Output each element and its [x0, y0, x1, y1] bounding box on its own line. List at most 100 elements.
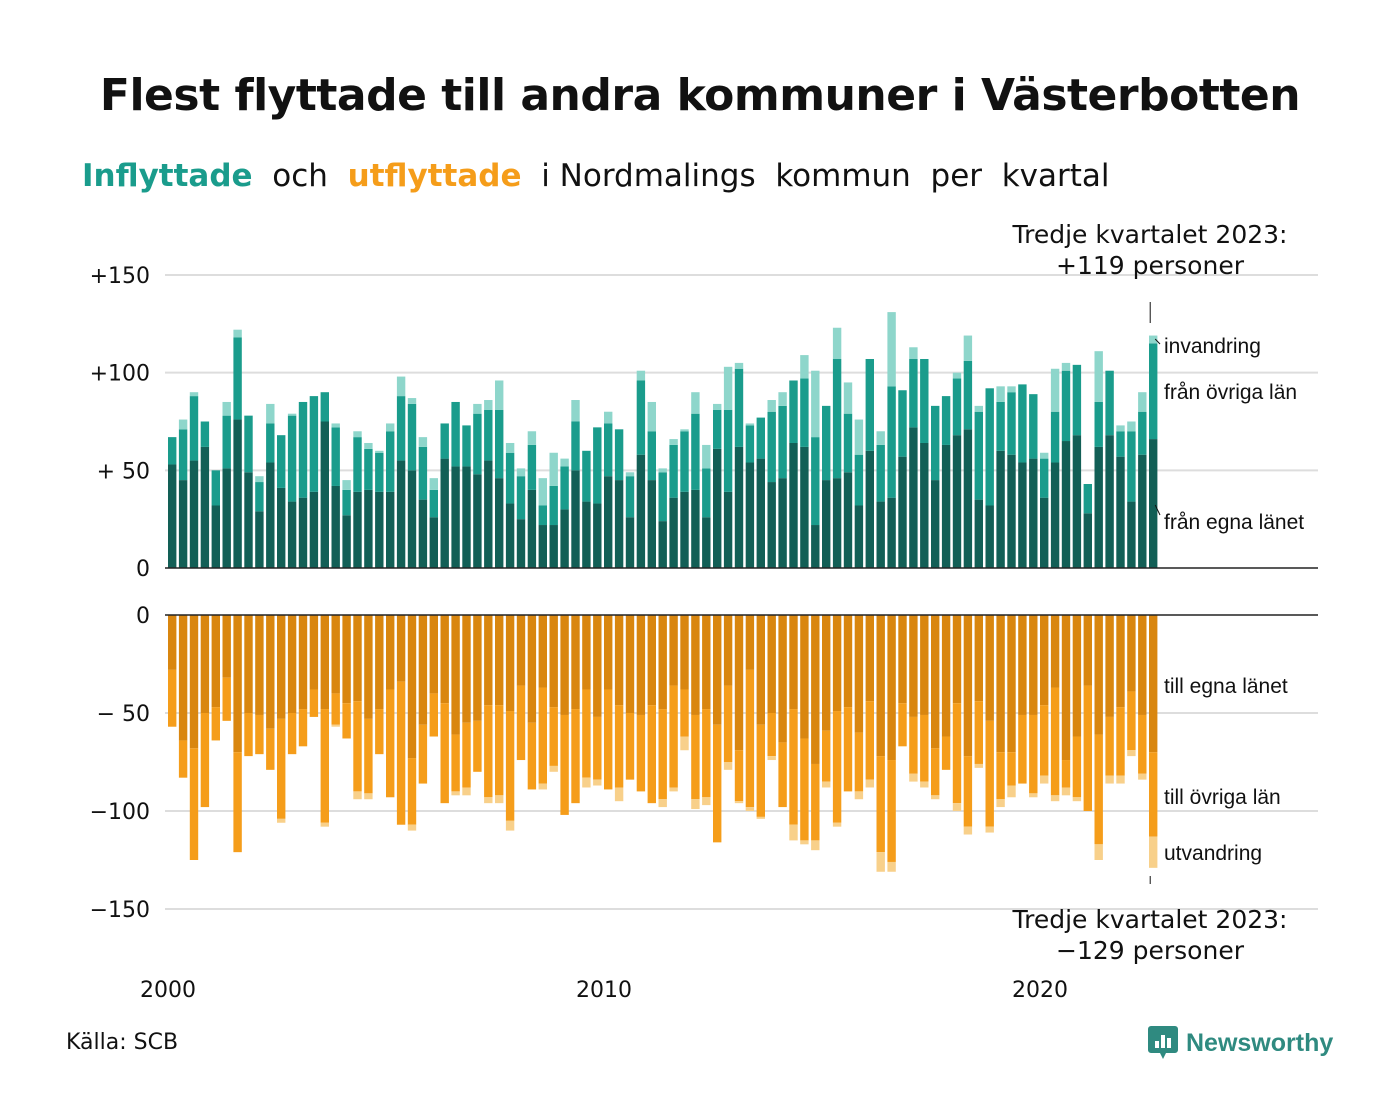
- bar-outflow-1: [266, 615, 275, 729]
- bar-inflow-2: [222, 415, 231, 469]
- bar-inflow-2: [451, 401, 460, 467]
- bar-inflow-1: [1040, 497, 1049, 568]
- bar-inflow-3: [1007, 386, 1016, 393]
- bar-inflow-3: [287, 413, 297, 416]
- bar-inflow-3: [952, 372, 962, 379]
- bar-outflow-2: [843, 707, 853, 792]
- bar-inflow-2: [767, 411, 776, 483]
- bar-outflow-2: [745, 669, 755, 808]
- bar-outflow-2: [887, 760, 896, 862]
- bar-inflow-1: [1018, 462, 1027, 568]
- bar-outflow-1: [451, 615, 460, 735]
- bar-outflow-2: [233, 752, 242, 853]
- bar-outflow-1: [614, 615, 624, 706]
- y-tick-label: 0: [136, 557, 150, 582]
- bar-outflow-2: [418, 724, 428, 784]
- migration-chart: +150 +100 + 50 0 0 − 50 −100 −150 2000 2010 2020 Tr…: [90, 220, 1318, 1000]
- bar-outflow-2: [920, 714, 929, 782]
- bar-outflow-2: [658, 709, 667, 800]
- bar-outflow-2: [1105, 716, 1114, 776]
- y-tick-label: +150: [90, 264, 150, 289]
- bar-outflow-1: [789, 615, 798, 710]
- bar-outflow-1: [560, 615, 569, 715]
- bar-outflow-2: [1094, 734, 1103, 845]
- bar-inflow-2: [734, 368, 744, 447]
- bar-inflow-1: [440, 458, 449, 568]
- bar-outflow-1: [734, 615, 744, 751]
- bar-outflow-3: [1105, 775, 1114, 784]
- bar-outflow-2: [440, 703, 449, 804]
- bar-outflow-2: [462, 722, 471, 788]
- bar-outflow-2: [669, 685, 678, 788]
- bar-inflow-1: [451, 466, 460, 568]
- bar-inflow-2: [887, 386, 896, 498]
- bar-inflow-3: [1040, 452, 1049, 459]
- bar-inflow-1: [331, 485, 340, 568]
- bar-outflow-3: [1050, 795, 1060, 802]
- bar-outflow-2: [963, 756, 973, 827]
- bar-outflow-1: [669, 615, 678, 686]
- bar-outflow-1: [331, 615, 340, 694]
- bar-inflow-3: [854, 419, 864, 455]
- bar-inflow-3: [255, 476, 264, 483]
- bar-inflow-2: [658, 472, 667, 522]
- bar-inflow-3: [516, 468, 526, 477]
- bar-outflow-3: [1040, 775, 1049, 784]
- bar-inflow-2: [298, 401, 308, 498]
- bar-outflow-3: [353, 791, 362, 800]
- chart-subtitle: Inflyttade och utflyttade i Nordmalings …: [82, 158, 1110, 194]
- source-note: Källa: SCB: [66, 1030, 179, 1055]
- bar-inflow-1: [418, 499, 428, 568]
- bar-outflow-1: [255, 615, 264, 715]
- bar-inflow-2: [266, 423, 275, 463]
- bar-inflow-2: [723, 409, 733, 492]
- bar-inflow-3: [767, 400, 776, 412]
- bar-inflow-1: [484, 460, 493, 568]
- label-fran-ovriga-lan: från övriga län: [1164, 381, 1297, 404]
- bar-inflow-3: [484, 400, 493, 410]
- bar-outflow-3: [952, 803, 962, 811]
- bar-inflow-3: [1149, 335, 1158, 344]
- bar-outflow-3: [593, 779, 602, 786]
- bar-inflow-1: [647, 480, 656, 568]
- bar-outflow-3: [1116, 775, 1125, 784]
- bar-inflow-1: [1127, 501, 1136, 568]
- bar-inflow-3: [178, 419, 188, 430]
- bar-outflow-2: [244, 713, 253, 757]
- bar-inflow-3: [800, 355, 809, 379]
- bar-inflow-3: [636, 370, 646, 381]
- bar-inflow-2: [680, 431, 689, 492]
- bar-outflow-2: [647, 705, 656, 804]
- bar-inflow-3: [527, 431, 537, 445]
- bar-outflow-1: [985, 615, 994, 721]
- bar-outflow-2: [1149, 752, 1158, 837]
- bar-outflow-1: [298, 615, 308, 710]
- bar-outflow-2: [898, 703, 907, 747]
- bar-inflow-3: [702, 444, 711, 469]
- bar-outflow-2: [974, 701, 983, 764]
- bar-outflow-3: [277, 818, 286, 823]
- bar-outflow-2: [832, 711, 842, 823]
- bar-inflow-2: [200, 421, 210, 447]
- bar-outflow-2: [909, 716, 918, 774]
- bar-outflow-1: [723, 615, 733, 686]
- bar-outflow-1: [887, 615, 896, 761]
- bar-inflow-1: [756, 458, 765, 568]
- bar-outflow-3: [614, 787, 624, 802]
- bar-inflow-1: [1007, 454, 1016, 568]
- bar-inflow-2: [713, 409, 722, 449]
- bar-inflow-1: [920, 442, 929, 568]
- bar-outflow-1: [909, 615, 918, 717]
- bar-outflow-2: [505, 711, 515, 821]
- bar-outflow-1: [1061, 615, 1071, 761]
- bar-inflow-2: [386, 431, 395, 492]
- bar-inflow-1: [1083, 513, 1092, 568]
- bar-inflow-2: [582, 450, 591, 502]
- bar-inflow-2: [364, 448, 373, 490]
- bar-inflow-1: [811, 525, 820, 568]
- bar-outflow-1: [244, 615, 253, 713]
- bar-inflow-3: [1127, 421, 1136, 432]
- bar-outflow-2: [396, 681, 406, 825]
- bar-outflow-2: [451, 734, 460, 792]
- bar-inflow-3: [974, 405, 983, 412]
